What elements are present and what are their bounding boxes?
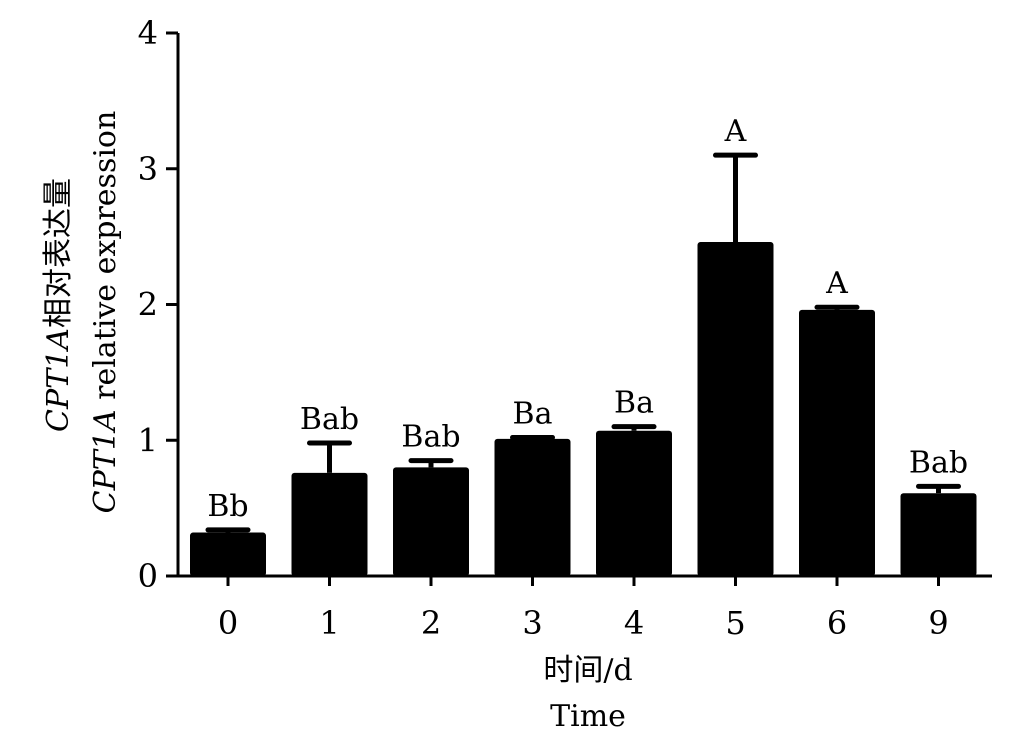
x-tick-label: 5 <box>725 604 745 642</box>
x-tick-label: 3 <box>522 604 542 642</box>
bar <box>291 472 368 576</box>
x-ticks: 0 1 2 3 4 5 6 9 <box>218 576 949 642</box>
y-tick-label: 2 <box>138 286 158 324</box>
y-axis-title-cn-text: 相对表达量 <box>41 178 76 328</box>
y-ticks: 0 1 2 3 4 <box>138 14 178 595</box>
significance-label: Bab <box>300 402 359 437</box>
x-tick-label: 0 <box>218 604 238 642</box>
bar <box>494 438 571 576</box>
x-tick-label: 4 <box>624 604 644 642</box>
significance-labels-layer: Bb Bab Bab Ba Ba A A Bab <box>207 114 968 524</box>
bar <box>799 309 875 576</box>
y-axis-title-cn: CPT1A相对表达量 <box>41 178 76 432</box>
significance-label: Ba <box>513 397 553 432</box>
y-axis-title-en-text: relative expression <box>88 111 123 410</box>
significance-label: A <box>724 114 747 149</box>
bar <box>596 430 672 576</box>
x-axis-title-cn: 时间/d <box>543 653 632 688</box>
y-tick-label: 4 <box>138 14 158 52</box>
x-tick-label: 6 <box>827 604 847 642</box>
y-tick-label: 0 <box>138 557 158 595</box>
significance-label: Bb <box>207 489 248 524</box>
bar <box>190 532 266 576</box>
x-tick-label: 9 <box>928 604 948 642</box>
x-tick-label: 2 <box>421 604 441 642</box>
x-tick-label: 1 <box>319 604 339 642</box>
error-bars-layer <box>205 152 961 533</box>
y-axis-title-en: CPT1A relative expression <box>88 111 123 514</box>
bar <box>900 493 977 576</box>
bar <box>393 467 469 576</box>
y-tick-label: 1 <box>138 421 158 459</box>
x-axis-title-en: Time <box>550 699 626 734</box>
significance-label: A <box>825 266 848 301</box>
significance-label: Bab <box>401 420 460 455</box>
bar <box>697 242 774 576</box>
y-tick-label: 3 <box>138 150 158 188</box>
significance-label: Ba <box>614 386 654 421</box>
y-axis-title-en-gene: CPT1A <box>88 409 123 513</box>
y-axis-title-cn-gene: CPT1A <box>41 328 76 432</box>
bars-layer <box>190 242 977 576</box>
significance-label: Bab <box>909 445 968 480</box>
